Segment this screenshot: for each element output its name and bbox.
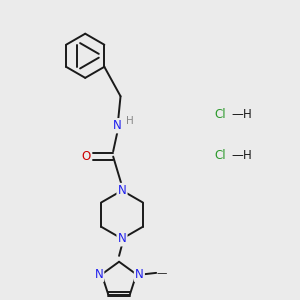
Text: H: H bbox=[126, 116, 134, 126]
Text: N: N bbox=[94, 268, 103, 281]
Text: —: — bbox=[231, 149, 243, 162]
Text: Cl: Cl bbox=[215, 108, 226, 121]
Text: Cl: Cl bbox=[215, 149, 226, 162]
Text: —: — bbox=[231, 108, 243, 121]
Text: N: N bbox=[113, 119, 122, 132]
Text: H: H bbox=[243, 108, 251, 121]
Text: —: — bbox=[156, 268, 167, 278]
Text: O: O bbox=[82, 150, 91, 163]
Text: N: N bbox=[118, 184, 126, 197]
Text: H: H bbox=[243, 149, 251, 162]
Text: N: N bbox=[118, 232, 126, 245]
Text: N: N bbox=[135, 268, 144, 281]
